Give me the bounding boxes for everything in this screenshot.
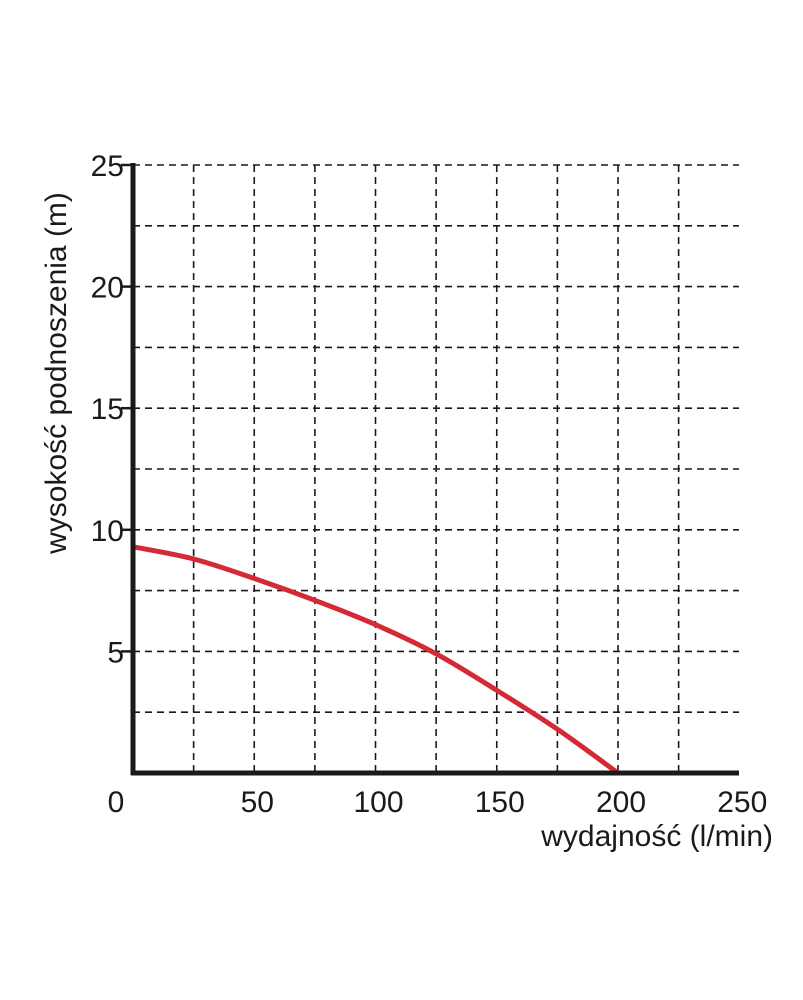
y-tick-label-10: 10 — [91, 515, 124, 548]
x-tick-label-200: 200 — [596, 786, 646, 819]
x-tick-label-100: 100 — [353, 786, 403, 819]
series-line-0 — [130, 544, 621, 776]
x-tick-label-50: 50 — [241, 786, 274, 819]
y-tick-label-25: 25 — [91, 150, 124, 183]
y-axis-title: wysokość podnoszenia (m) — [40, 192, 73, 555]
x-tick-label-150: 150 — [475, 786, 525, 819]
grid-lines — [133, 164, 739, 773]
y-tick-label-20: 20 — [91, 272, 124, 305]
series-layer — [130, 544, 621, 776]
tick-labels: 0 50 100 150 200 250 5 10 15 20 25 — [91, 150, 768, 819]
y-tick-label-15: 15 — [91, 393, 124, 426]
x-axis-title: wydajność (l/min) — [540, 820, 773, 853]
x-tick-label-0: 0 — [108, 786, 125, 819]
x-tick-label-250: 250 — [717, 786, 767, 819]
axes — [121, 163, 739, 776]
y-tick-label-5: 5 — [107, 636, 124, 669]
